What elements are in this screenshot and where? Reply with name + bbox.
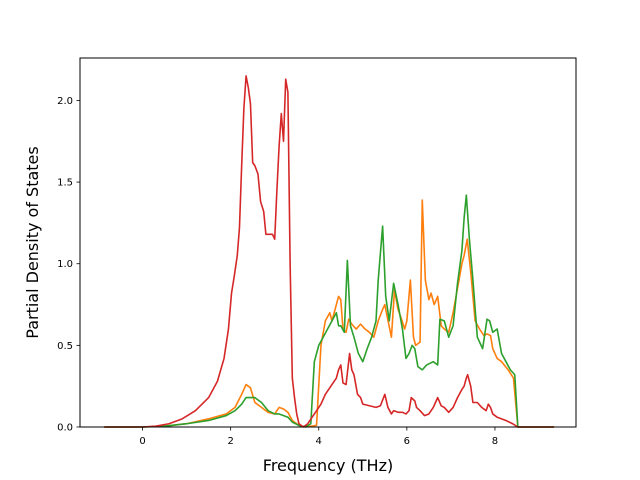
y-tick-label: 0.0 bbox=[57, 423, 73, 434]
y-axis: 0.0 0.5 1.0 1.5 2.0 bbox=[57, 96, 80, 434]
y-tick-label: 2.0 bbox=[57, 96, 73, 107]
series-line-2 bbox=[104, 194, 554, 428]
plot-frame bbox=[79, 57, 577, 428]
y-tick-label: 1.5 bbox=[57, 178, 73, 189]
x-tick-label: 8 bbox=[492, 436, 498, 447]
x-tick-label: 4 bbox=[316, 436, 322, 447]
y-axis-label: Partial Density of States bbox=[23, 146, 42, 338]
y-tick-label: 1.0 bbox=[57, 259, 73, 270]
x-axis-label: Frequency (THz) bbox=[263, 456, 393, 475]
series-layer bbox=[104, 75, 554, 428]
series-line-3 bbox=[104, 75, 554, 428]
y-tick-label: 0.5 bbox=[57, 341, 73, 352]
x-tick-label: 6 bbox=[404, 436, 410, 447]
x-tick-label: 0 bbox=[139, 436, 145, 447]
x-tick-label: 2 bbox=[227, 436, 233, 447]
x-axis: 0 2 4 6 8 bbox=[139, 427, 498, 447]
